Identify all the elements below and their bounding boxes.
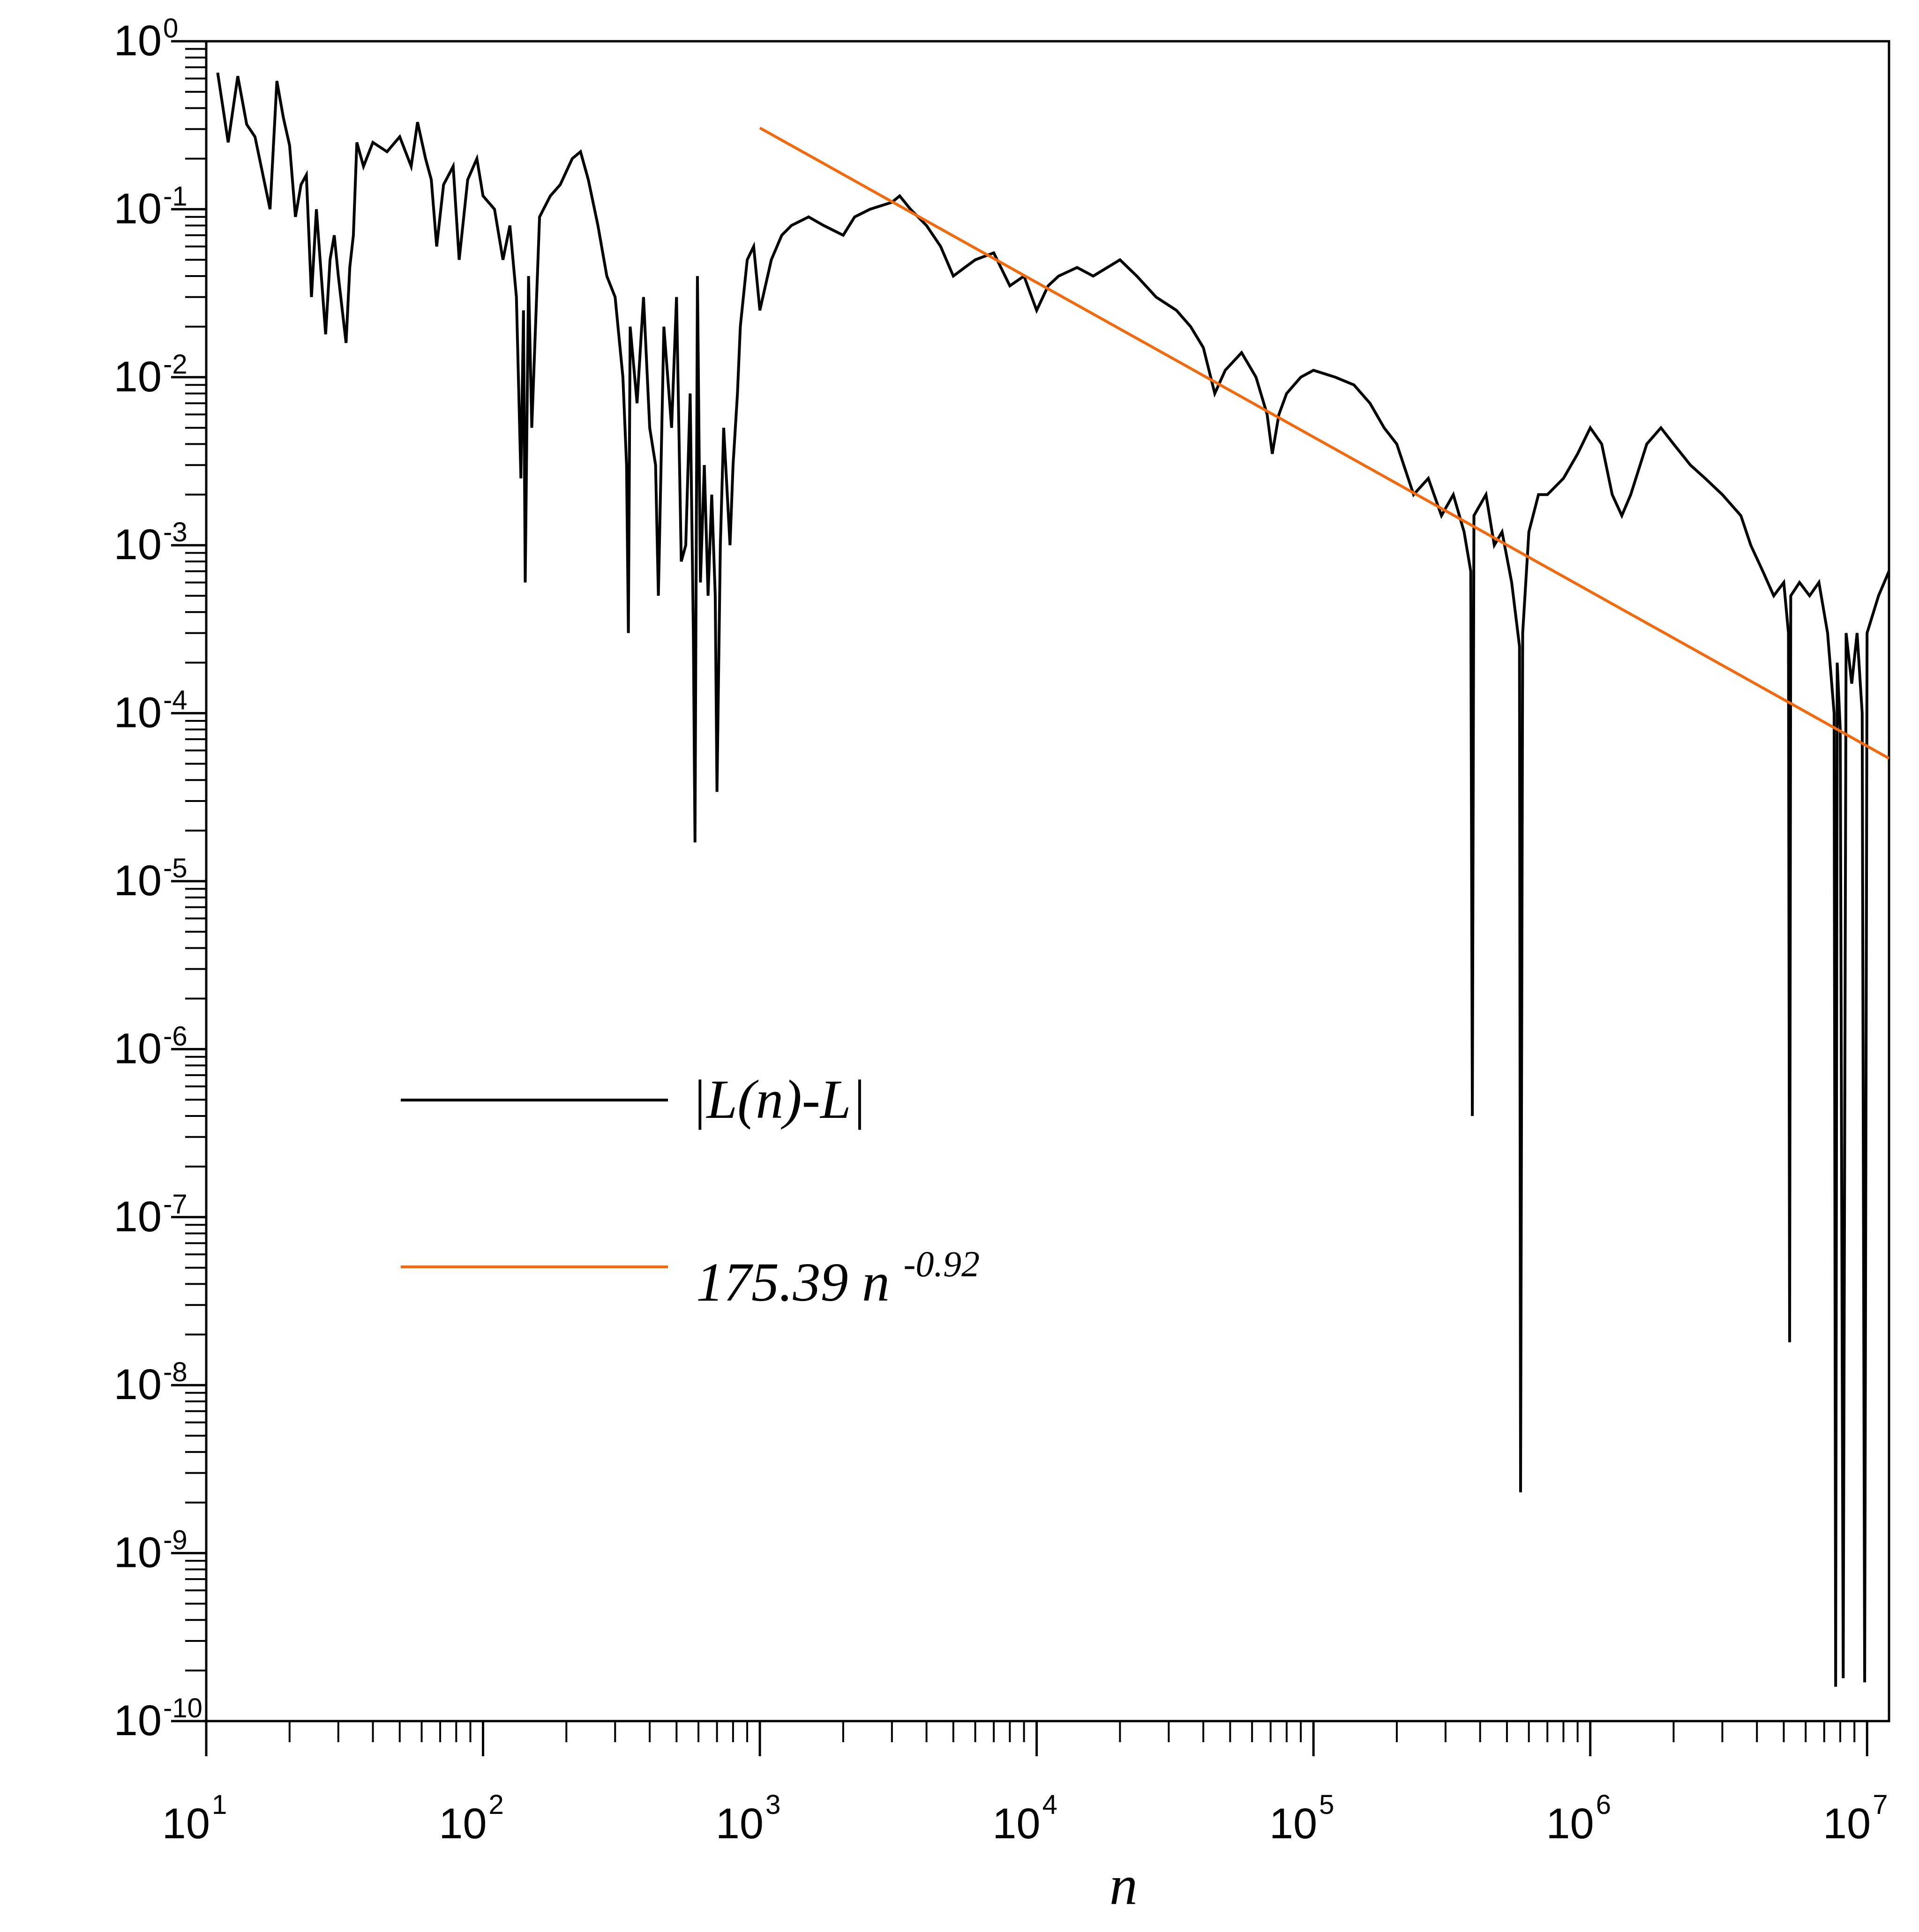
minor-ticks	[185, 48, 1856, 1742]
x-tick-label-exponent: 5	[1319, 1790, 1334, 1820]
y-tick-label-exponent: -3	[163, 517, 187, 547]
legend-label-fit: 175.39 n -0.92	[696, 1243, 980, 1313]
legend-label-fit-base: 175.39 n	[696, 1251, 890, 1313]
y-tick-label-base: 10	[114, 17, 162, 65]
x-tick-label-exponent: 6	[1596, 1790, 1611, 1820]
y-tick-label-exponent: -10	[163, 1693, 202, 1723]
x-tick-labels: 10 1 10 2 10 3 10 4 10 5 10 6 10 7	[162, 1790, 1888, 1848]
y-tick-label-base: 10	[114, 185, 162, 232]
y-tick-label-base: 10	[114, 1529, 162, 1577]
x-tick-label-exponent: 7	[1873, 1790, 1888, 1820]
y-tick-label: 10	[114, 1193, 162, 1241]
y-tick-label-exponent: -4	[163, 685, 187, 716]
x-tick-label: 10	[162, 1800, 210, 1848]
y-tick-label-exponent: -5	[163, 853, 187, 884]
x-tick-label-exponent: 1	[212, 1790, 227, 1820]
y-tick-label: 10	[114, 1697, 162, 1745]
legend-label-fit-exponent: -0.92	[904, 1243, 980, 1284]
major-ticks	[171, 40, 1868, 1756]
x-tick-label: 10	[716, 1800, 764, 1848]
y-tick-label: 10	[114, 1529, 162, 1577]
y-tick-label-base: 10	[114, 353, 162, 401]
y-tick-label: 10	[114, 521, 162, 569]
x-tick-label: 10	[1546, 1800, 1594, 1848]
y-tick-label-base: 10	[114, 521, 162, 569]
y-tick-label: 10	[114, 689, 162, 737]
y-tick-label-base: 10	[114, 857, 162, 905]
legend: |L(n)-L| 175.39 n -0.92	[401, 1069, 980, 1313]
x-tick-label-exponent: 3	[765, 1790, 780, 1820]
x-tick-label-exponent: 4	[1042, 1790, 1057, 1820]
y-tick-label-exponent: -9	[163, 1525, 187, 1556]
series-fit-line	[759, 127, 1890, 760]
x-tick-label: 10	[439, 1800, 487, 1848]
x-tick-label-exponent: 2	[489, 1790, 504, 1820]
y-tick-label: 10	[114, 17, 162, 65]
y-tick-label-exponent: -8	[163, 1357, 187, 1387]
y-tick-label: 10	[114, 1025, 162, 1072]
x-tick-label: 10	[1823, 1800, 1871, 1848]
x-tick-label: 10	[1269, 1800, 1317, 1848]
y-tick-label: 10	[114, 1361, 162, 1408]
y-tick-label: 10	[114, 857, 162, 905]
x-tick-label: 10	[992, 1800, 1040, 1848]
y-tick-label-exponent: -2	[163, 349, 187, 380]
y-tick-label-base: 10	[114, 689, 162, 737]
y-tick-label-exponent: -1	[163, 181, 187, 211]
y-tick-label-base: 10	[114, 1361, 162, 1408]
legend-label-data: |L(n)-L|	[691, 1069, 866, 1130]
y-tick-label-base: 10	[114, 1025, 162, 1072]
x-axis-title: n	[1109, 1854, 1138, 1916]
y-tick-label-base: 10	[114, 1193, 162, 1241]
y-tick-label-exponent: -7	[163, 1189, 187, 1220]
y-tick-label: 10	[114, 353, 162, 401]
y-tick-label-exponent: -6	[163, 1021, 187, 1051]
y-tick-label-base: 10	[114, 1697, 162, 1745]
y-tick-labels: 10 010 -110 -210 -310 -410 -510 -610 -710 -810 -91…	[114, 13, 202, 1745]
y-tick-label: 10	[114, 185, 162, 232]
plot-frame	[205, 40, 1890, 1722]
series-data-line	[216, 72, 1890, 1687]
y-tick-label-exponent: 0	[163, 13, 178, 44]
